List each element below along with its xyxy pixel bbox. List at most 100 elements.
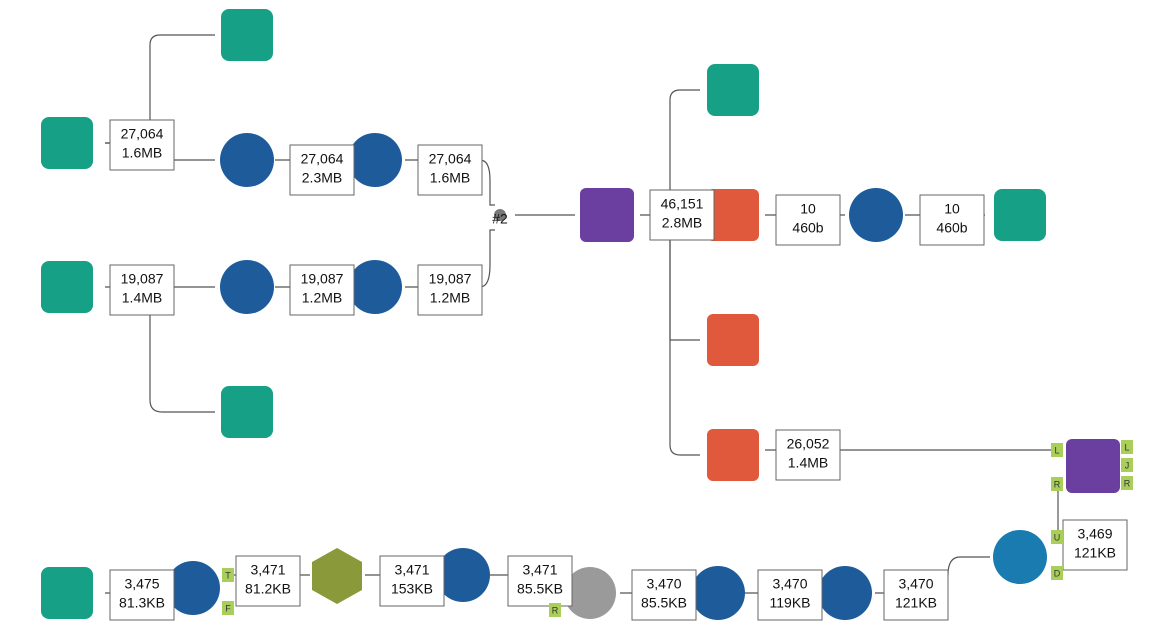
join-tool[interactable] (1066, 439, 1120, 493)
record-count-label: 3,475 81.3KB (109, 569, 175, 621)
record-count-label: 3,471 81.2KB (235, 555, 301, 607)
record-count-label: 3,471 85.5KB (507, 555, 573, 607)
label-box (379, 555, 445, 607)
summarize-tool[interactable] (707, 189, 759, 241)
record-count: 3,475 (124, 576, 159, 592)
record-count: 3,469 (1077, 526, 1112, 542)
record-count-label: 27,064 2.3MB (289, 144, 355, 196)
record-count-label: 3,470 85.5KB (631, 569, 697, 621)
data-cleanse-tool[interactable] (348, 260, 402, 314)
record-count: 27,064 (121, 126, 164, 142)
label-box (649, 189, 715, 241)
label-box (757, 569, 823, 621)
label-box (631, 569, 697, 621)
data-size: 1.2MB (430, 290, 470, 306)
record-count: 3,471 (522, 562, 557, 578)
input-tool[interactable] (41, 567, 93, 619)
anchor (1121, 476, 1133, 490)
anchor-letter: R (1054, 479, 1061, 489)
data-size: 460b (936, 220, 967, 236)
anchor-letter: F (225, 603, 231, 613)
label-box (289, 264, 355, 316)
select-tool[interactable] (348, 133, 402, 187)
anchor (222, 568, 234, 582)
connections (105, 34, 1059, 594)
tools: #2 (41, 9, 1120, 620)
record-count-label: 3,470 119KB (757, 569, 823, 621)
label-box (109, 264, 175, 316)
record-count: 3,470 (772, 576, 807, 592)
data-size: 121KB (1074, 545, 1116, 561)
label-box (289, 144, 355, 196)
record-count-label: 3,469 121KB (1062, 519, 1128, 571)
label-box (417, 144, 483, 196)
data-size: 1.6MB (122, 145, 162, 161)
browse-tool[interactable] (994, 189, 1046, 241)
anchor-letter: R (552, 605, 559, 615)
record-count-label: 10 460b (775, 194, 841, 246)
data-size: 1.4MB (788, 455, 828, 471)
connection (105, 34, 215, 144)
record-count: 3,471 (250, 562, 285, 578)
record-count-label: 10 460b (919, 194, 985, 246)
record-count: 26,052 (787, 436, 830, 452)
formula-tool[interactable] (220, 133, 274, 187)
select-tool[interactable] (220, 260, 274, 314)
anchor (1051, 530, 1063, 544)
record-count: 19,087 (301, 271, 344, 287)
report-tool[interactable] (707, 64, 759, 116)
record-count: 27,064 (429, 151, 472, 167)
data-size: 81.3KB (119, 595, 165, 611)
record-count: 19,087 (429, 271, 472, 287)
label-box (109, 119, 175, 171)
record-count-label: 46,151 2.8MB (649, 189, 715, 241)
anchor (1051, 443, 1063, 457)
summarize-tool[interactable] (707, 314, 759, 366)
summarize-tool[interactable] (707, 429, 759, 481)
data-size: 81.2KB (245, 581, 291, 597)
data-size: 2.3MB (302, 170, 342, 186)
anchor (222, 601, 234, 615)
formula-tool[interactable] (691, 566, 745, 620)
anchor (1051, 566, 1063, 580)
union-label: #2 (492, 211, 508, 227)
browse-tool[interactable] (221, 386, 273, 438)
anchor (1121, 440, 1133, 454)
select-tool[interactable] (818, 566, 872, 620)
record-count: 19,087 (121, 271, 164, 287)
select-tool[interactable] (436, 548, 490, 602)
anchor-letter: D (1054, 568, 1061, 578)
data-size: 2.8MB (662, 215, 702, 231)
label-box (235, 555, 301, 607)
union-tool[interactable] (494, 209, 506, 221)
label-box (775, 429, 841, 481)
dna-tool[interactable] (580, 188, 634, 242)
data-size: 153KB (391, 581, 433, 597)
record-count-label: 27,064 1.6MB (417, 144, 483, 196)
record-count-label: 3,471 153KB (379, 555, 445, 607)
anchor (549, 603, 561, 617)
transpose-tool[interactable] (993, 530, 1047, 584)
anchor-letter: R (1124, 478, 1131, 488)
record-count-label: 19,087 1.4MB (109, 264, 175, 316)
record-count-label: 27,064 1.6MB (109, 119, 175, 171)
record-count: 3,471 (394, 562, 429, 578)
filter-tool[interactable] (166, 561, 220, 615)
browse-tool[interactable] (221, 9, 273, 61)
sample-tool[interactable] (849, 188, 903, 242)
label-box (507, 555, 573, 607)
connection (669, 215, 700, 456)
label-box (775, 194, 841, 246)
input-tool[interactable] (41, 117, 93, 169)
input-tool[interactable] (41, 261, 93, 313)
text-to-columns-tool[interactable] (312, 548, 362, 604)
data-size: 119KB (770, 595, 811, 611)
anchor (1121, 458, 1133, 472)
label-box (417, 264, 483, 316)
record-count: 46,151 (661, 196, 704, 212)
record-count-label: 19,087 1.2MB (417, 264, 483, 316)
multi-field-tool[interactable] (564, 567, 616, 619)
record-count-label: 3,470 121KB (883, 569, 949, 621)
anchor-letter: L (1054, 445, 1059, 455)
